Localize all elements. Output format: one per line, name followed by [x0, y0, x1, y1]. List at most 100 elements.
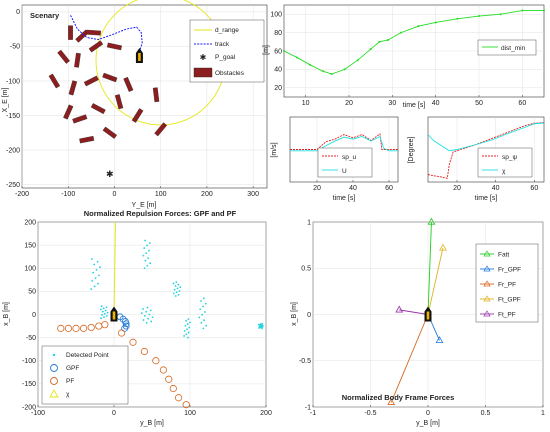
vessel-icon [135, 47, 143, 63]
heading-chi-line [427, 122, 545, 152]
detected-point [100, 317, 103, 320]
dist-point [499, 13, 502, 16]
forces-x-tick-label: -1 [310, 410, 316, 417]
forces-legend-label: Ft_GPF [498, 297, 521, 304]
legend-range: d_range [215, 27, 239, 34]
dist-point [456, 17, 459, 20]
detected-point [186, 323, 189, 326]
dist-point [378, 40, 381, 43]
detected-point [183, 329, 186, 332]
forces-title: Normalized Body Frame Forces [342, 393, 455, 402]
detected-point [201, 313, 204, 316]
detected-point [145, 310, 148, 313]
pf-circle [140, 347, 148, 356]
repulsion-x-tick-label: 200 [260, 410, 272, 417]
detected-point [140, 312, 143, 315]
legend-goal: P_goal [215, 54, 236, 61]
detected-point [204, 311, 206, 313]
repulsion-y-tick-label: -150 [22, 381, 36, 388]
detected-point [176, 287, 179, 290]
detected-point [146, 244, 148, 247]
detected-point [187, 331, 190, 334]
detected-point [143, 314, 146, 317]
obstacle [57, 49, 70, 64]
forces-legend-entries: Fatt Fr_GPF Fr_PF Ft_GPF Ft_PF [480, 250, 521, 319]
detected-point [172, 282, 175, 285]
obstacle [86, 29, 101, 36]
repulsion-y-tick-label: -50 [26, 335, 36, 342]
detected-point [259, 323, 262, 326]
vessel-icon [110, 306, 118, 322]
force-tip-ft-gpf [439, 243, 447, 251]
force-tip-fr-gpf [435, 336, 444, 344]
dist-y-tick-label: 60 [274, 48, 282, 55]
scenary-x-tick-label: -200 [15, 191, 29, 198]
detected-point [146, 264, 149, 267]
forces-yticks: 1 0.5 0 -0.5 -1 [299, 219, 311, 411]
scenary-title: Scenary [30, 11, 60, 20]
dist-y-tick-label: 20 [274, 85, 282, 92]
scenary-y-tick-label: -200 [6, 147, 20, 154]
detected-point [174, 285, 177, 287]
forces-legend-marker [483, 250, 491, 257]
detected-point [186, 328, 188, 331]
pf-circle [129, 338, 137, 346]
obstacle [154, 122, 168, 137]
dist-point [434, 21, 437, 24]
force-vector-ft-pf [399, 309, 429, 315]
detected-point [200, 300, 202, 302]
speed-u-line [290, 135, 398, 152]
detected-point [187, 318, 190, 321]
detected-point [172, 292, 175, 295]
p4-x-tick-label: 40 [492, 185, 500, 192]
gpf-circles-group [116, 313, 130, 332]
repulsion-y-tick-label: 200 [24, 219, 36, 226]
forces-legend-box [475, 243, 539, 323]
forces-legend-marker [483, 280, 491, 287]
p3-x-tick-label: 60 [385, 185, 393, 192]
detected-point [102, 307, 105, 310]
dist-point [283, 50, 285, 52]
legend-obstacles-swatch [193, 67, 213, 78]
repulsion-yticks: 200 150 100 50 0 -50 -100 -150 -200 [22, 219, 36, 411]
forces-x-tick-label: 0.5 [481, 410, 491, 417]
dist-point [330, 73, 333, 75]
detected-point [144, 239, 146, 242]
dist-legend-box [477, 39, 537, 56]
scenary-xlabel: Y_E [m] [132, 202, 157, 209]
dist-y-tick-label: 100 [270, 12, 282, 19]
obstacle [83, 75, 99, 87]
forces-legend-marker [483, 265, 491, 272]
obstacle [102, 126, 117, 139]
scenary-y-tick-label: 0 [16, 9, 20, 16]
vessel-icon [424, 306, 432, 322]
obstacle [131, 108, 144, 123]
obstacle [90, 103, 106, 115]
detected-point [177, 293, 180, 296]
scenary-x-tick-label: -100 [61, 191, 75, 198]
dist-x-tick-label: 40 [432, 100, 440, 107]
detected-point [105, 306, 108, 309]
detected-point [187, 336, 189, 339]
forces-y-tick-label: -1 [305, 404, 311, 411]
detected-point [204, 302, 207, 305]
detected-point [202, 305, 204, 308]
obstacle [68, 80, 78, 96]
detected-point [205, 324, 208, 327]
detected-point [198, 316, 201, 319]
force-vector-ft-gpf [427, 247, 444, 315]
scenary-x-tick-label: 200 [201, 191, 213, 198]
pf-circles-group [57, 321, 190, 409]
p3-x-tick-label: 40 [349, 185, 357, 192]
detected-point [142, 319, 145, 321]
detected-point [185, 333, 188, 336]
detected-point [105, 315, 108, 317]
detected-point [149, 309, 152, 312]
detected-point [93, 263, 96, 266]
detected-point [149, 262, 152, 265]
heading-xticks: 20 40 60 [453, 180, 538, 192]
pf-circle [57, 324, 65, 332]
panel-body-forces: -1 -0.5 0 0.5 1 1 0.5 0 -0.5 -1 Normalized Body … [291, 217, 545, 427]
detected-point [91, 279, 94, 282]
scenary-vessel-deck [138, 52, 141, 61]
